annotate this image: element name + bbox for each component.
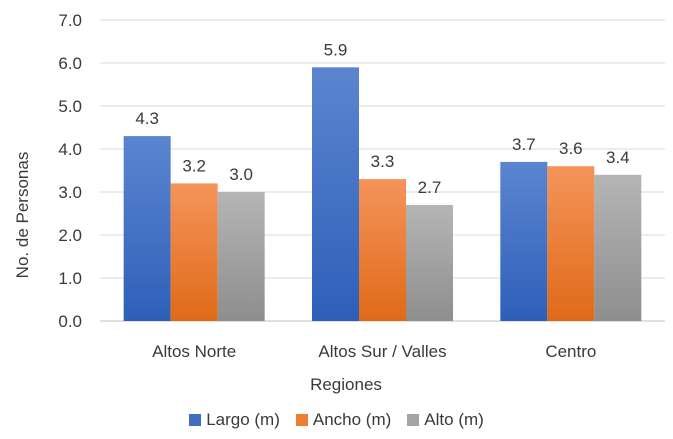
data-label: 2.7 — [418, 178, 442, 197]
bar-ancho-m-centro — [547, 166, 595, 321]
legend: Largo (m) Ancho (m) Alto (m) — [0, 410, 673, 430]
y-tick-label: 0.0 — [58, 312, 82, 331]
y-tick-label: 7.0 — [58, 11, 82, 30]
bar-ancho-m-altos-sur-valles — [359, 179, 406, 321]
data-label: 3.2 — [182, 156, 206, 175]
legend-item-alto: Alto (m) — [407, 410, 484, 430]
legend-swatch-ancho — [295, 414, 308, 426]
legend-swatch-alto — [407, 414, 420, 426]
bar-chart: 0.0 1.0 2.0 3.0 4.0 5.0 6.0 7.0 4.3 3.2 3.0 5.9 3.3… — [13, 11, 665, 394]
legend-label-ancho: Ancho (m) — [312, 410, 392, 429]
y-tick-label: 1.0 — [58, 269, 82, 288]
legend-label-alto: Alto (m) — [424, 410, 484, 429]
bar-ancho-m-altos-norte — [170, 183, 218, 321]
y-tick-label: 2.0 — [58, 226, 82, 245]
x-axis-ticks: Altos Norte Altos Sur / Valles Centro — [152, 342, 596, 361]
data-label: 3.4 — [606, 148, 630, 167]
x-axis-title: Regiones — [310, 375, 382, 394]
y-tick-label: 5.0 — [58, 97, 82, 116]
data-label: 3.3 — [371, 152, 395, 171]
data-labels: 4.3 3.2 3.0 5.9 3.3 2.7 3.7 3.6 3.4 — [135, 40, 629, 197]
y-axis-title: No. de Personas — [13, 152, 32, 279]
bar-alto-m-altos-norte — [217, 192, 265, 321]
y-tick-label: 3.0 — [58, 183, 82, 202]
legend-swatch-largo — [189, 414, 202, 426]
y-tick-label: 4.0 — [58, 140, 82, 159]
data-label: 3.7 — [512, 135, 536, 154]
legend-item-largo: Largo (m) — [189, 410, 280, 430]
data-label: 3.6 — [559, 139, 583, 158]
legend-item-ancho: Ancho (m) — [295, 410, 392, 430]
bar-alto-m-altos-sur-valles — [406, 204, 453, 321]
data-label: 3.0 — [229, 165, 253, 184]
legend-label-largo: Largo (m) — [206, 410, 280, 429]
bar-largo-m-centro — [500, 161, 548, 321]
bar-largo-m-altos-norte — [123, 136, 171, 321]
bar-largo-m-altos-sur-valles — [312, 67, 359, 321]
data-label: 5.9 — [324, 40, 348, 59]
bar-alto-m-centro — [594, 174, 642, 321]
y-axis-ticks: 0.0 1.0 2.0 3.0 4.0 5.0 6.0 7.0 — [58, 11, 82, 331]
x-tick-label: Altos Sur / Valles — [318, 342, 446, 361]
y-tick-label: 6.0 — [58, 54, 82, 73]
data-label: 4.3 — [135, 109, 159, 128]
bars — [123, 67, 642, 321]
x-tick-label: Altos Norte — [152, 342, 236, 361]
x-tick-label: Centro — [545, 342, 596, 361]
